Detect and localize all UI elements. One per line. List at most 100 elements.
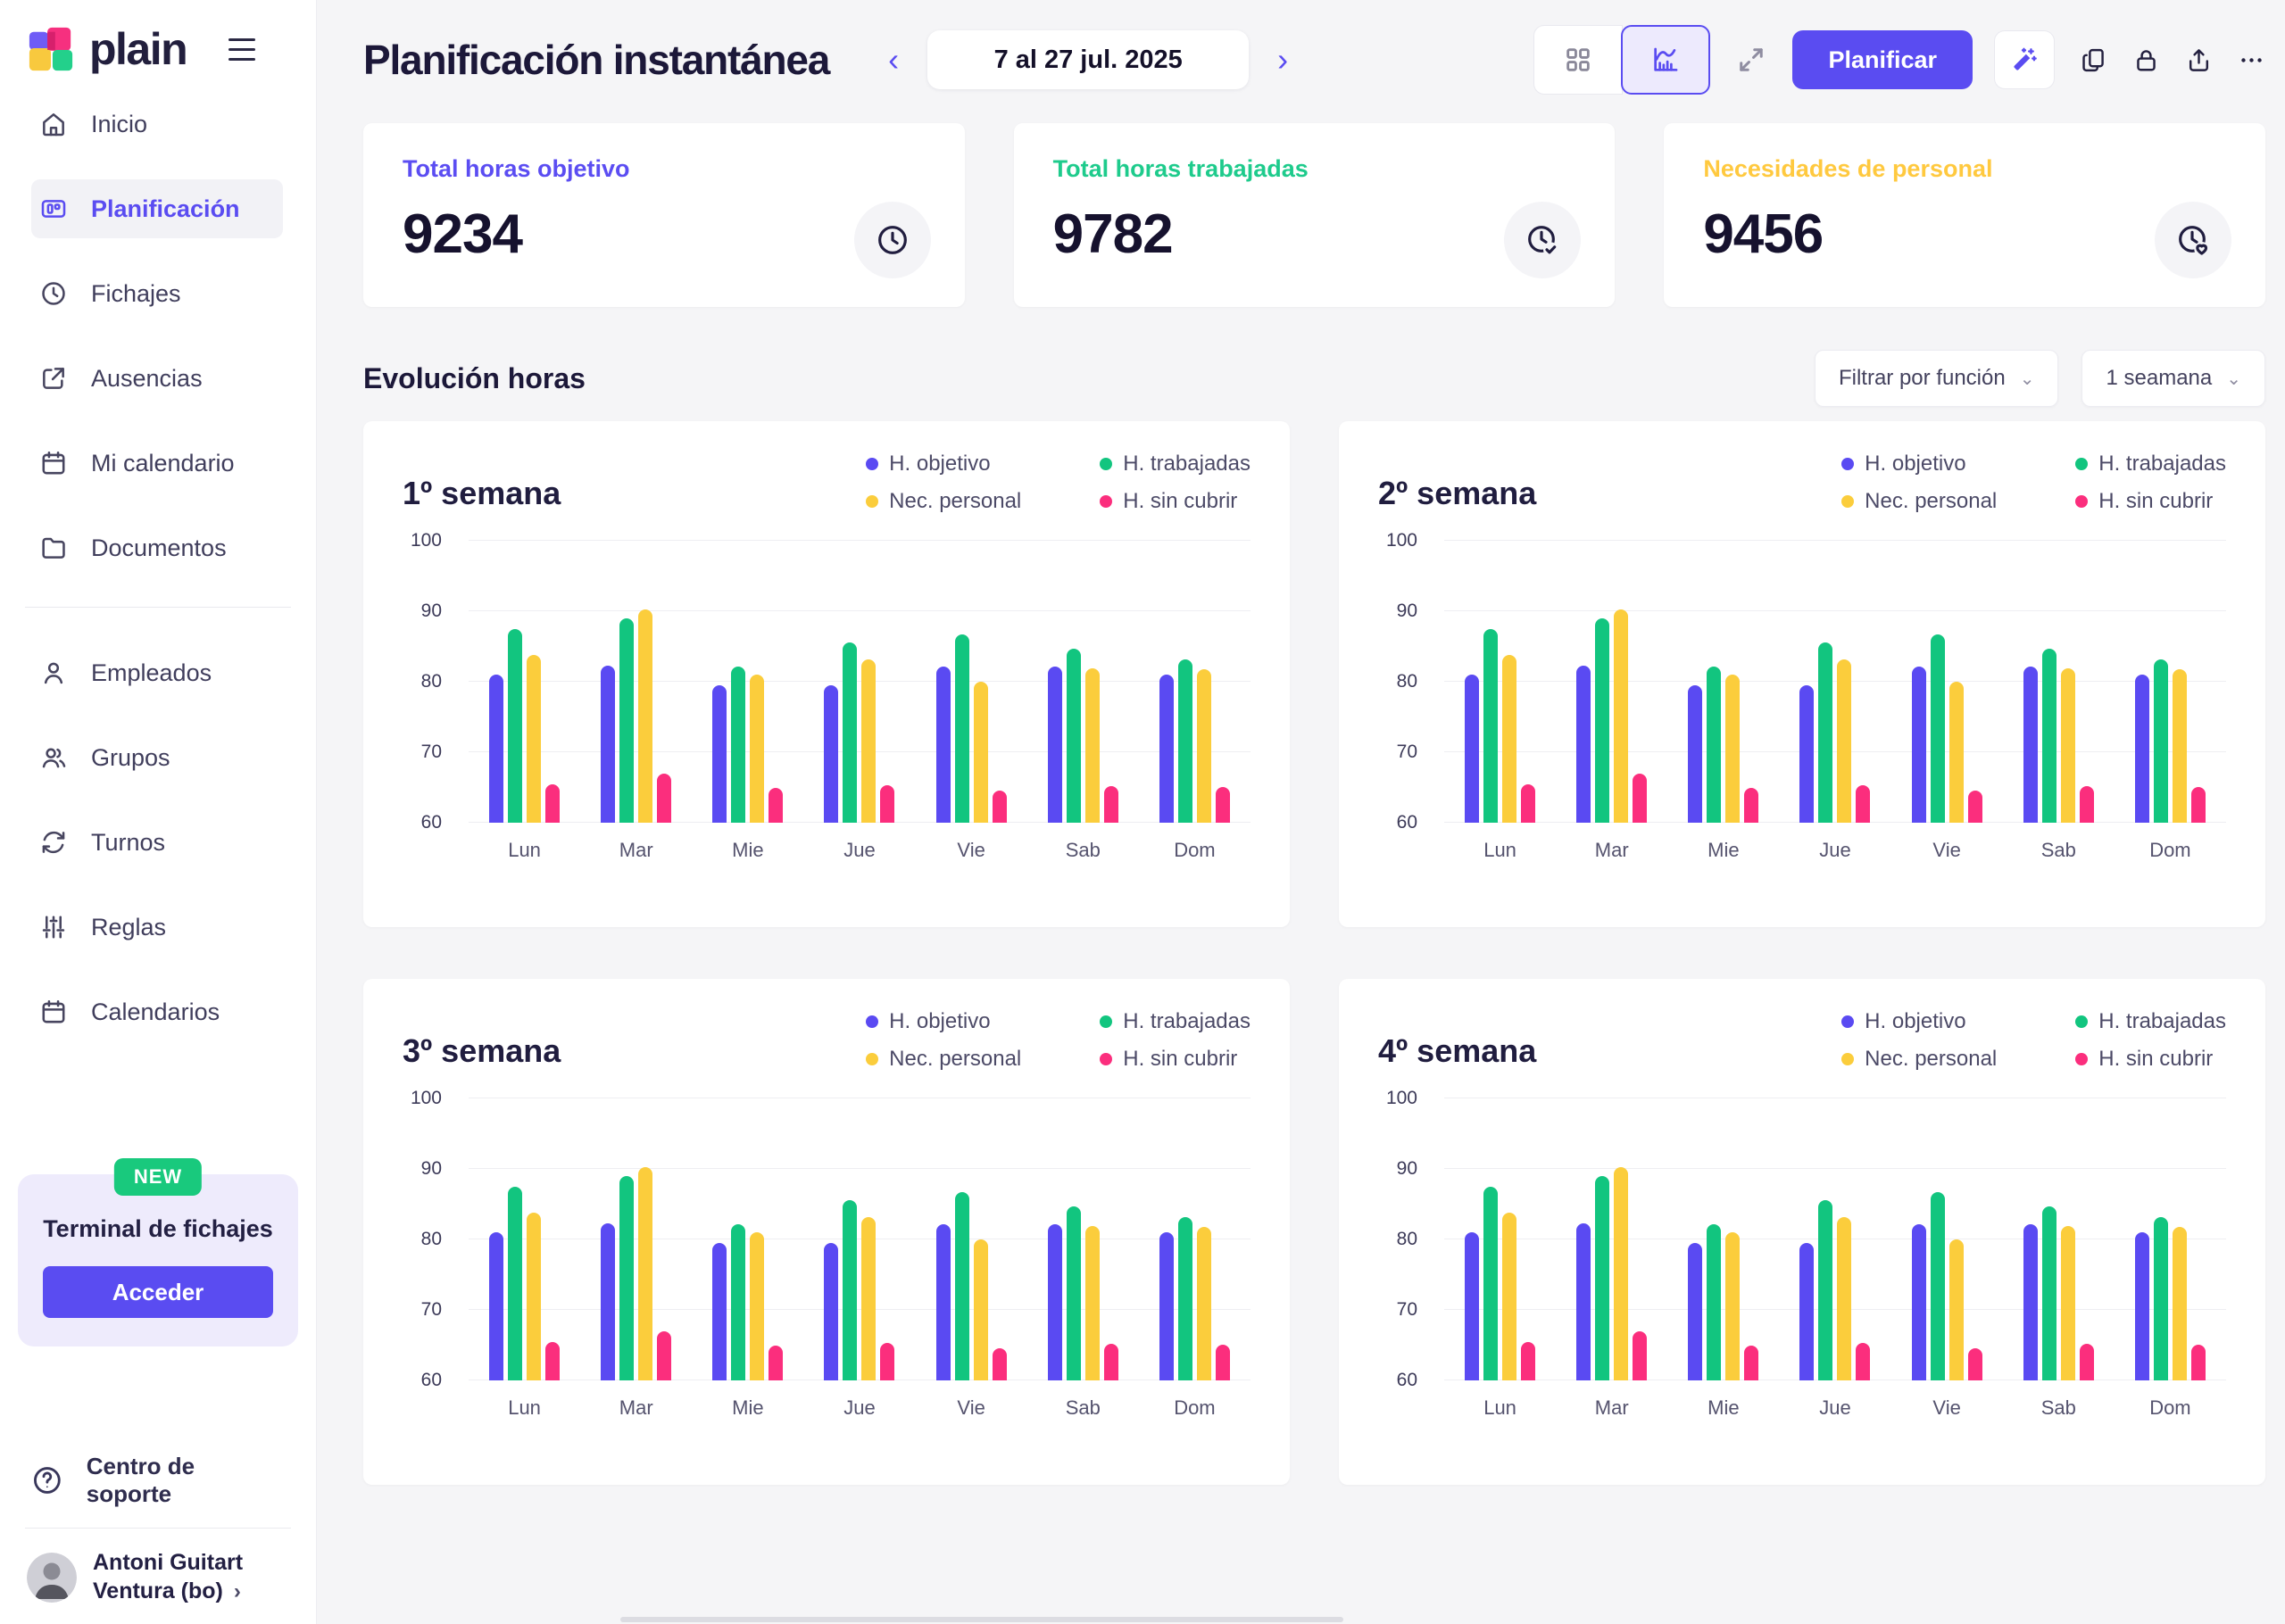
next-period-button[interactable]: › (1274, 40, 1292, 79)
bar-group-mie (1688, 541, 1759, 823)
x-axis-tick: Mar (1594, 839, 1629, 861)
bar-group-mie (712, 1098, 784, 1380)
plot-row: 100 90 80 70 60 (403, 530, 1251, 833)
bar (1465, 1232, 1480, 1380)
gridline (1444, 750, 2226, 752)
sidebar-item-documentos[interactable]: Documentos (31, 518, 283, 577)
section-title: Evolución horas (363, 361, 586, 394)
chart-view-button[interactable] (1621, 25, 1711, 95)
bar (1215, 786, 1230, 823)
expand-icon (1735, 44, 1767, 76)
bar (508, 1186, 523, 1380)
legend-label: H. objetivo (1865, 452, 1966, 476)
chart-card-week-3: 3º semana H. objetivo H. trabajadas Nec. pe… (363, 979, 1290, 1485)
chevron-down-icon: ⌄ (2019, 369, 2035, 389)
bar (992, 790, 1007, 823)
filter-function-dropdown[interactable]: Filtrar por función ⌄ (1814, 350, 2059, 407)
bar (1521, 1341, 1536, 1380)
bar (545, 783, 561, 823)
y-axis-tick: 100 (1385, 1088, 1417, 1108)
period-dropdown[interactable]: 1 seamana ⌄ (2081, 350, 2265, 407)
legend-label: H. sin cubrir (1123, 489, 1238, 513)
sidebar-item-label: Documentos (91, 534, 227, 561)
sidebar-nav-secondary: Empleados Grupos Turnos Reglas Calendarios (0, 643, 316, 1067)
prev-period-button[interactable]: ‹ (885, 40, 902, 79)
grid-view-button[interactable] (1533, 25, 1624, 95)
legend-label: H. trabajadas (1123, 452, 1251, 476)
sidebar-item-empleados[interactable]: Empleados (31, 643, 283, 702)
bar-group-jue (824, 541, 895, 823)
bar (973, 682, 988, 823)
acceder-button[interactable]: Acceder (43, 1266, 273, 1318)
sliders-icon (39, 913, 68, 941)
bar (1837, 659, 1852, 823)
gridline (469, 1238, 1251, 1239)
bar-group-lun (489, 1098, 561, 1380)
legend-dot-icon (866, 1015, 879, 1028)
bar (824, 684, 839, 823)
user-menu[interactable]: Antoni Guitart Ventura (bo) › (0, 1545, 316, 1610)
y-axis-tick: 70 (420, 1299, 442, 1320)
bar (769, 787, 784, 823)
bar (545, 1341, 561, 1380)
sidebar-item-reglas[interactable]: Reglas (31, 898, 283, 957)
x-axis: Lun Mar Mie Jue Vie Sab Dom (469, 839, 1251, 862)
sidebar-item-planificacion[interactable]: Planificación (31, 179, 283, 238)
bar-groups (469, 541, 1251, 823)
sidebar-item-grupos[interactable]: Grupos (31, 728, 283, 787)
sidebar-item-ausencias[interactable]: Ausencias (31, 349, 283, 408)
legend-dot-icon (866, 495, 879, 508)
lock-button[interactable] (2132, 46, 2160, 74)
stat-value: 9234 (403, 203, 523, 265)
fullscreen-button[interactable] (1735, 44, 1767, 76)
bar (973, 1239, 988, 1380)
bar (601, 1222, 616, 1380)
bar (1159, 1232, 1174, 1380)
copy-button[interactable] (2080, 46, 2107, 74)
bar (1799, 684, 1815, 823)
gridline (1444, 1379, 2226, 1380)
bar-group-sab (1047, 1098, 1118, 1380)
share-button[interactable] (2185, 46, 2213, 74)
x-axis-tick: Vie (957, 1396, 985, 1419)
more-options-button[interactable] (2238, 46, 2265, 74)
planificar-button[interactable]: Planificar (1792, 30, 1973, 89)
bar (527, 1212, 542, 1380)
y-axis-tick: 80 (420, 1229, 442, 1249)
sidebar-item-mi-calendario[interactable]: Mi calendario (31, 434, 283, 493)
bar (527, 654, 542, 823)
sidebar-item-fichajes[interactable]: Fichajes (31, 264, 283, 323)
bar (1595, 617, 1610, 823)
bar (2190, 786, 2206, 823)
bar (1196, 1226, 1211, 1380)
x-axis-tick: Sab (1065, 839, 1101, 861)
bar (880, 1343, 895, 1380)
sidebar-item-turnos[interactable]: Turnos (31, 813, 283, 872)
support-center-link[interactable]: Centro de soporte (0, 1449, 316, 1512)
bar-group-vie (935, 1098, 1007, 1380)
bar (1576, 1222, 1591, 1380)
date-navigation: ‹ 7 al 27 jul. 2025 › (885, 30, 1292, 89)
lock-icon (2132, 46, 2160, 74)
horizontal-scrollbar[interactable] (620, 1617, 1343, 1622)
home-icon (39, 110, 68, 138)
external-link-icon (39, 364, 68, 393)
chart-card-week-2: 2º semana H. objetivo H. trabajadas Nec. pe… (1339, 421, 2265, 927)
grid-view-icon (1563, 45, 1593, 75)
sidebar-item-inicio[interactable]: Inicio (31, 95, 283, 153)
menu-toggle-button[interactable] (223, 33, 261, 66)
legend-item: H. objetivo (1841, 452, 1997, 476)
y-axis: 100 90 80 70 60 (1378, 1088, 1444, 1390)
stat-icon-circle (1504, 202, 1582, 278)
stats-row: Total horas objetivo 9234 Total horas trab… (363, 123, 2265, 307)
bar (1103, 1343, 1118, 1380)
bar (1483, 628, 1499, 823)
x-axis-tick: Mar (619, 839, 653, 861)
magic-wand-button[interactable] (1994, 30, 2055, 89)
date-range-selector[interactable]: 7 al 27 jul. 2025 (927, 30, 1250, 89)
bar (2079, 1343, 2094, 1380)
legend-item: H. sin cubrir (2075, 489, 2226, 514)
gridline (1444, 1238, 2226, 1239)
sidebar-item-calendarios[interactable]: Calendarios (31, 982, 283, 1041)
x-axis-tick: Jue (843, 839, 876, 861)
